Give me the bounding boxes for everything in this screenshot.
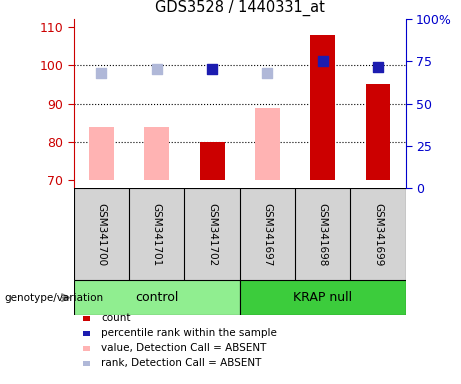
Text: GSM341701: GSM341701: [152, 203, 162, 266]
Bar: [74, 280, 240, 315]
Bar: [144, 127, 169, 180]
Text: count: count: [101, 313, 131, 323]
Bar: [200, 142, 225, 180]
Text: KRAP null: KRAP null: [293, 291, 352, 304]
Bar: [240, 280, 406, 315]
Text: GSM341697: GSM341697: [262, 202, 272, 266]
Text: genotype/variation: genotype/variation: [5, 293, 104, 303]
Bar: [255, 108, 280, 180]
Bar: [366, 84, 390, 180]
Bar: [310, 35, 335, 180]
Bar: [89, 127, 114, 180]
Point: [98, 70, 105, 76]
Text: control: control: [135, 291, 178, 304]
Title: GDS3528 / 1440331_at: GDS3528 / 1440331_at: [155, 0, 325, 17]
Text: GSM341699: GSM341699: [373, 202, 383, 266]
Text: GSM341700: GSM341700: [96, 203, 106, 266]
Point: [374, 64, 382, 70]
Text: GSM341702: GSM341702: [207, 203, 217, 266]
Text: GSM341698: GSM341698: [318, 202, 328, 266]
Text: rank, Detection Call = ABSENT: rank, Detection Call = ABSENT: [101, 358, 262, 368]
Text: percentile rank within the sample: percentile rank within the sample: [101, 328, 278, 338]
Point: [264, 70, 271, 76]
Point: [319, 58, 326, 65]
Point: [208, 66, 216, 72]
Point: [153, 66, 160, 72]
Text: value, Detection Call = ABSENT: value, Detection Call = ABSENT: [101, 343, 267, 353]
